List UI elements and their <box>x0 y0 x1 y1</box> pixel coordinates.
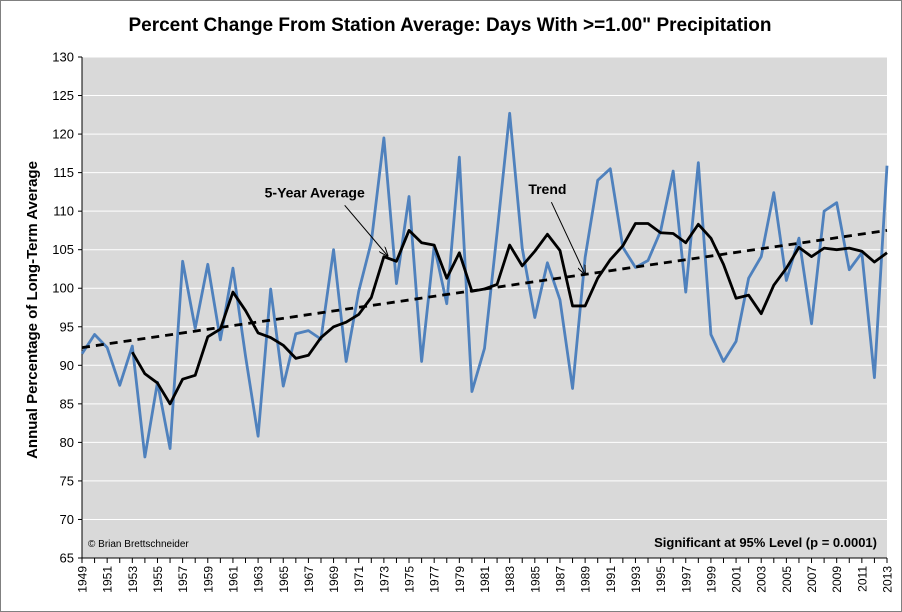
x-tick-label: 1987 <box>553 566 567 593</box>
annotation-arrow-0 <box>344 204 388 256</box>
chart-title: Percent Change From Station Average: Day… <box>128 15 771 36</box>
x-tick-label: 1949 <box>76 566 90 593</box>
x-tick-label: 1953 <box>126 566 140 593</box>
x-tick-label: 1999 <box>704 566 718 593</box>
y-tick-label: 105 <box>52 242 74 257</box>
gridlines <box>82 56 887 520</box>
series <box>80 111 889 459</box>
x-tick-label: 2011 <box>855 566 869 592</box>
significance-note: Significant at 95% Level (p = 0.0001) <box>654 535 877 550</box>
x-tick-label: 1983 <box>503 566 517 593</box>
y-tick-label: 85 <box>60 396 74 411</box>
y-tick-label: 90 <box>60 358 74 373</box>
y-tick-label: 70 <box>60 512 74 527</box>
y-axis-label: Annual Percentage of Long-Term Average <box>24 161 41 459</box>
annotations: 5-Year Average Trend <box>265 181 586 274</box>
x-tick-labels: 1949 1951 1953 1955 1957 1959 1961 1963 1965 1967… <box>76 566 895 593</box>
y-tick-label: 120 <box>52 127 74 142</box>
y-tick-label: 110 <box>53 204 74 219</box>
x-tick-label: 1963 <box>252 566 266 593</box>
x-tick-label: 2009 <box>830 566 844 593</box>
x-tick-label: 2003 <box>755 566 769 593</box>
y-tick-label: 80 <box>60 435 74 450</box>
x-tick-label: 1991 <box>604 566 618 593</box>
plot-area <box>82 57 887 558</box>
y-tick-label: 125 <box>52 88 74 103</box>
x-tick-label: 1973 <box>377 566 391 593</box>
x-tick-label: 1961 <box>226 566 240 593</box>
x-tick-label: 1967 <box>302 566 316 593</box>
x-tick-label: 1981 <box>478 566 492 593</box>
y-tick-label: 75 <box>60 473 74 488</box>
x-tick-label: 1985 <box>528 566 542 593</box>
x-tick-label: 1993 <box>629 566 643 593</box>
x-tick-label: 1969 <box>327 566 341 593</box>
x-tick-label: 1971 <box>352 566 366 593</box>
x-tick-label: 1951 <box>101 566 115 593</box>
x-tick-label: 2005 <box>780 566 794 593</box>
y-tick-label: 115 <box>53 165 74 180</box>
y-tick-label: 65 <box>60 551 74 566</box>
x-tick-label: 1977 <box>428 566 442 593</box>
x-tick-label: 2007 <box>805 566 819 593</box>
annotation-label-0: 5-Year Average <box>265 184 365 200</box>
series-avg-line <box>131 222 888 406</box>
y-tick-label: 130 <box>52 50 74 65</box>
annotation-label-1: Trend <box>528 181 566 197</box>
annotation-arrow-1 <box>550 201 585 274</box>
x-tick-label: 2001 <box>730 566 744 593</box>
x-tick-label: 1989 <box>579 566 593 593</box>
y-tick-labels: 65 70 75 80 85 90 95 100 105 110 115 120 125 130 <box>52 50 74 566</box>
series-annual-line <box>80 111 889 459</box>
y-tick-label: 100 <box>52 281 74 296</box>
x-tick-label: 1957 <box>176 566 190 593</box>
axes <box>78 56 888 563</box>
x-tick-label: 1995 <box>654 566 668 593</box>
y-tick-label: 95 <box>60 319 74 334</box>
x-tick-label: 1997 <box>679 566 693 593</box>
x-tick-label: 1975 <box>403 566 417 593</box>
x-tick-label: 2013 <box>881 566 895 593</box>
x-tick-label: 1959 <box>201 566 215 593</box>
copyright-note: © Brian Brettschneider <box>88 539 189 550</box>
series-trend-line <box>81 229 888 349</box>
x-tick-label: 1979 <box>453 566 467 593</box>
x-tick-label: 1955 <box>151 566 165 593</box>
x-tick-label: 1965 <box>277 566 291 593</box>
